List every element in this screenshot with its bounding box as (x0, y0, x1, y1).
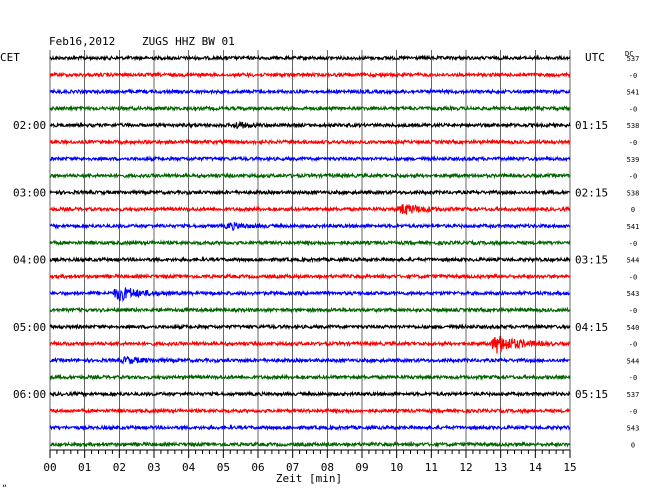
x-tick-label-05: 05 (217, 461, 230, 474)
grid-lines (49, 50, 571, 450)
x-tick-label-03: 03 (147, 461, 160, 474)
trace-row-8 (49, 188, 571, 196)
right-time-label: 01:15 (575, 119, 608, 132)
right-time-labels: 01:15 02:15 03:15 04:15 05:15 (575, 119, 608, 401)
dc-value-labels: 537 -0 541 -0 538 -0 539 -0 538 0 541 -0 544 -0 543 -0 5… (627, 55, 640, 449)
x-tick-label-12: 12 (459, 461, 472, 474)
trace-row-5 (49, 138, 571, 146)
trace-row-17 (49, 335, 571, 354)
dc-value-label: -0 (629, 374, 637, 382)
dc-value-label: 540 (627, 324, 640, 332)
x-tick-label-13: 13 (494, 461, 507, 474)
x-tick-label-10: 10 (390, 461, 403, 474)
dc-value-label: -0 (629, 139, 637, 147)
dc-value-label: 0 (631, 206, 635, 214)
trace-row-19 (49, 373, 571, 381)
dc-value-label: 537 (627, 391, 640, 399)
x-tick-label-11: 11 (425, 461, 438, 474)
left-time-label: 04:00 (13, 254, 46, 267)
trace-row-3 (49, 104, 571, 113)
x-tick-label-15: 15 (563, 461, 576, 474)
trace-row-0 (49, 54, 571, 62)
dc-value-label: 541 (627, 89, 640, 97)
right-zone-label: UTC (585, 51, 605, 64)
chart-station: ZUGS HHZ BW 01 (142, 35, 235, 48)
footer-mark: „ (2, 479, 7, 488)
x-tick-label-06: 06 (251, 461, 264, 474)
trace-row-13 (49, 272, 571, 281)
dc-value-label: -0 (629, 72, 637, 80)
dc-value-label: 543 (627, 425, 640, 433)
trace-row-15 (49, 306, 571, 314)
dc-value-label: -0 (629, 408, 637, 416)
dc-value-label: 537 (627, 55, 640, 63)
dc-value-label: 544 (627, 357, 640, 365)
dc-value-label: -0 (629, 240, 637, 248)
dc-value-label: 543 (627, 290, 640, 298)
x-tick-label-14: 14 (529, 461, 543, 474)
dc-value-label: -0 (629, 173, 637, 181)
trace-row-11 (49, 239, 571, 247)
x-tick-label-09: 09 (355, 461, 368, 474)
dc-value-label: -0 (629, 273, 637, 281)
dc-value-label: -0 (629, 105, 637, 113)
dc-value-label: -0 (629, 341, 637, 349)
trace-row-9 (49, 204, 571, 215)
trace-row-22 (49, 423, 571, 432)
trace-row-1 (49, 71, 571, 79)
dc-value-label: 0 (631, 441, 635, 449)
chart-date: Feb16,2012 (49, 35, 115, 48)
dc-label: DC (625, 50, 633, 58)
trace-row-18 (49, 355, 571, 365)
left-time-labels: 02:00 03:00 04:00 05:00 06:00 (13, 119, 46, 401)
trace-row-6 (49, 155, 571, 163)
left-zone-label: CET (0, 51, 20, 64)
left-time-label: 03:00 (13, 186, 46, 199)
x-tick-label-04: 04 (182, 461, 196, 474)
left-time-label: 06:00 (13, 388, 46, 401)
trace-row-2 (49, 87, 571, 96)
trace-row-23 (49, 440, 571, 449)
trace-row-10 (49, 221, 571, 231)
trace-group (49, 54, 571, 449)
dc-value-label: -0 (629, 307, 637, 315)
right-time-label: 03:15 (575, 254, 608, 267)
dc-value-label: 541 (627, 223, 640, 231)
dc-value-label: 538 (627, 122, 640, 130)
right-time-label: 02:15 (575, 186, 608, 199)
right-time-label: 04:15 (575, 321, 608, 334)
trace-row-16 (49, 323, 571, 331)
x-tick-label-08: 08 (321, 461, 334, 474)
left-time-label: 02:00 (13, 119, 46, 132)
x-tick-label-01: 01 (78, 461, 91, 474)
dc-value-label: 539 (627, 156, 640, 164)
trace-row-20 (49, 390, 571, 398)
x-axis: 00 01 02 03 04 05 06 07 08 09 10 11 12 13 14 15 (43, 449, 577, 474)
trace-row-14 (49, 287, 571, 303)
trace-row-12 (49, 255, 571, 264)
trace-row-7 (49, 171, 571, 180)
x-axis-label: Zeit [min] (276, 472, 342, 485)
dc-value-label: 538 (627, 189, 640, 197)
trace-row-21 (49, 407, 571, 415)
right-time-label: 05:15 (575, 388, 608, 401)
trace-row-4 (49, 120, 571, 130)
dc-value-label: 544 (627, 257, 640, 265)
x-tick-label-02: 02 (113, 461, 126, 474)
x-tick-label-07: 07 (286, 461, 299, 474)
left-time-label: 05:00 (13, 321, 46, 334)
x-tick-label-00: 00 (43, 461, 56, 474)
